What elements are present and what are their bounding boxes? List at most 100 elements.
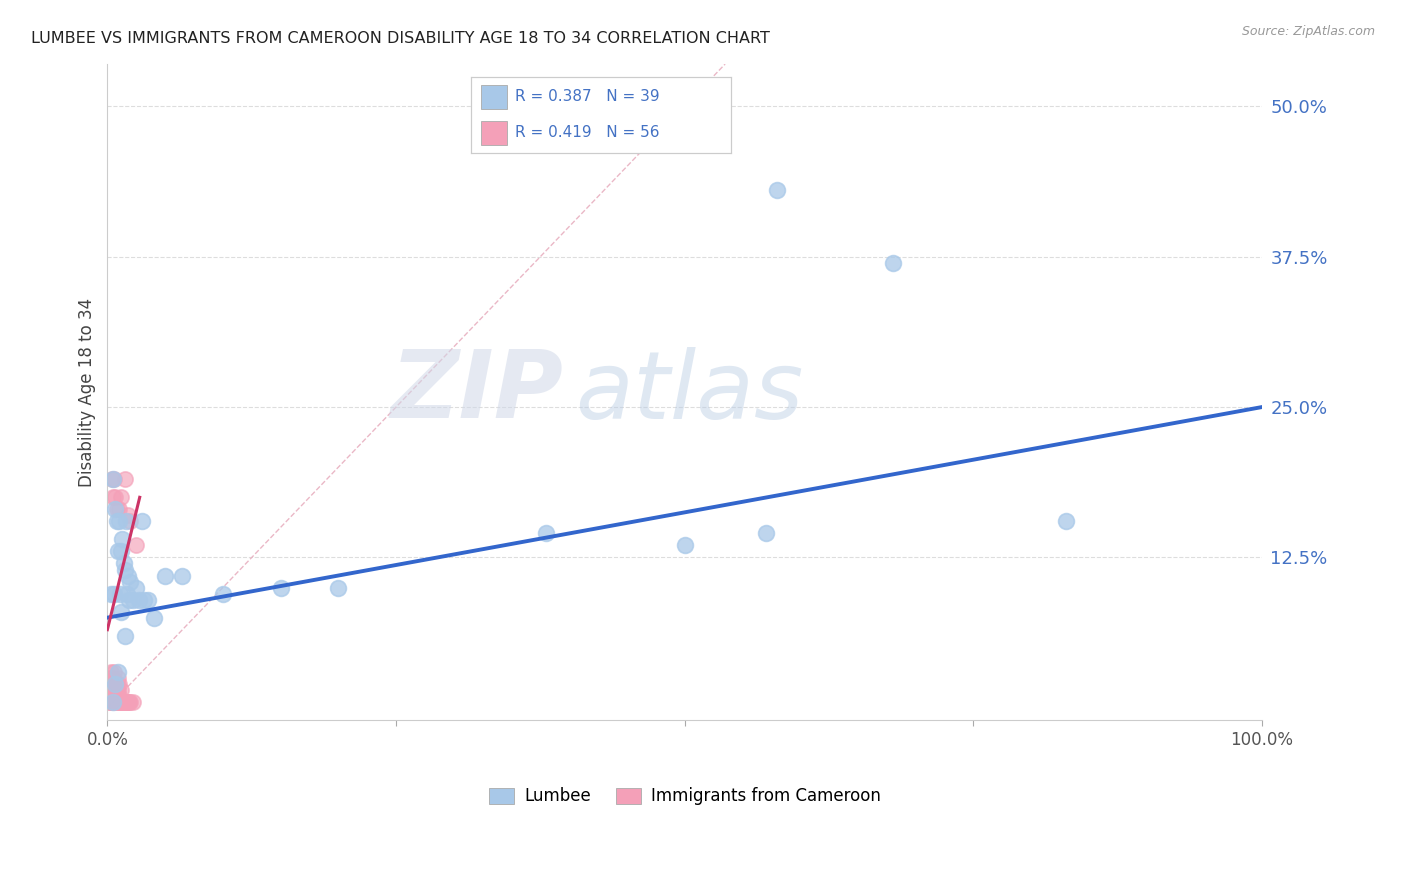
- Text: LUMBEE VS IMMIGRANTS FROM CAMEROON DISABILITY AGE 18 TO 34 CORRELATION CHART: LUMBEE VS IMMIGRANTS FROM CAMEROON DISAB…: [31, 31, 770, 46]
- Text: Source: ZipAtlas.com: Source: ZipAtlas.com: [1241, 25, 1375, 38]
- Point: [534, 526, 557, 541]
- Point: [114, 562, 136, 576]
- Point: [120, 515, 142, 529]
- Point: [101, 472, 124, 486]
- Point: [105, 515, 128, 529]
- Point: [104, 677, 127, 691]
- Point: [115, 695, 138, 709]
- Point: [100, 689, 122, 703]
- Point: [558, 136, 581, 150]
- Point: [128, 592, 150, 607]
- Point: [121, 592, 143, 607]
- Point: [120, 695, 142, 709]
- Point: [673, 538, 696, 552]
- Point: [118, 695, 141, 709]
- Point: [110, 491, 132, 505]
- Point: [153, 568, 176, 582]
- Point: [98, 695, 121, 709]
- Point: [101, 695, 124, 709]
- Point: [108, 695, 131, 709]
- Point: [103, 689, 125, 703]
- Point: [98, 682, 121, 697]
- Point: [115, 586, 138, 600]
- Point: [114, 629, 136, 643]
- Point: [101, 472, 124, 486]
- Point: [108, 689, 131, 703]
- Point: [107, 682, 129, 697]
- Point: [101, 671, 124, 685]
- Point: [136, 592, 159, 607]
- Point: [882, 255, 904, 269]
- Point: [101, 689, 124, 703]
- Point: [101, 689, 124, 703]
- Point: [131, 515, 153, 529]
- Point: [111, 533, 134, 547]
- Point: [107, 695, 129, 709]
- Point: [108, 515, 131, 529]
- Point: [105, 689, 128, 703]
- Point: [101, 682, 124, 697]
- Point: [1054, 515, 1077, 529]
- Point: [134, 592, 156, 607]
- Text: atlas: atlas: [575, 346, 803, 437]
- Point: [104, 491, 127, 505]
- Point: [115, 515, 138, 529]
- Point: [112, 695, 135, 709]
- Point: [101, 695, 124, 709]
- Point: [117, 568, 139, 582]
- Point: [107, 671, 129, 685]
- Point: [120, 574, 142, 589]
- Point: [104, 502, 127, 516]
- Point: [118, 592, 141, 607]
- Point: [100, 677, 122, 691]
- Point: [108, 586, 131, 600]
- Point: [328, 581, 350, 595]
- Point: [100, 586, 122, 600]
- Y-axis label: Disability Age 18 to 34: Disability Age 18 to 34: [79, 297, 96, 486]
- Point: [108, 677, 131, 691]
- Point: [105, 695, 128, 709]
- Point: [110, 544, 132, 558]
- Point: [104, 677, 127, 691]
- Point: [105, 502, 128, 516]
- Point: [107, 544, 129, 558]
- Point: [100, 665, 122, 679]
- Point: [754, 526, 776, 541]
- Point: [101, 695, 124, 709]
- Point: [121, 695, 143, 709]
- Point: [111, 695, 134, 709]
- Point: [115, 695, 138, 709]
- Point: [114, 472, 136, 486]
- Point: [142, 610, 165, 624]
- Point: [270, 581, 292, 595]
- Point: [104, 682, 127, 697]
- Point: [108, 695, 131, 709]
- Point: [103, 586, 125, 600]
- Legend: Lumbee, Immigrants from Cameroon: Lumbee, Immigrants from Cameroon: [482, 780, 887, 812]
- Point: [112, 557, 135, 571]
- Point: [172, 568, 194, 582]
- Point: [100, 695, 122, 709]
- Point: [103, 472, 125, 486]
- Point: [98, 671, 121, 685]
- Point: [108, 502, 131, 516]
- Point: [107, 665, 129, 679]
- Point: [103, 665, 125, 679]
- Point: [97, 677, 120, 691]
- Point: [766, 183, 789, 197]
- Point: [110, 605, 132, 619]
- Point: [101, 491, 124, 505]
- Point: [101, 682, 124, 697]
- Point: [97, 689, 120, 703]
- Point: [105, 677, 128, 691]
- Point: [125, 581, 148, 595]
- Point: [101, 671, 124, 685]
- Point: [110, 682, 132, 697]
- Point: [97, 695, 120, 709]
- Point: [211, 586, 233, 600]
- Point: [125, 538, 148, 552]
- Point: [117, 508, 139, 523]
- Point: [103, 695, 125, 709]
- Point: [117, 695, 139, 709]
- Point: [110, 695, 132, 709]
